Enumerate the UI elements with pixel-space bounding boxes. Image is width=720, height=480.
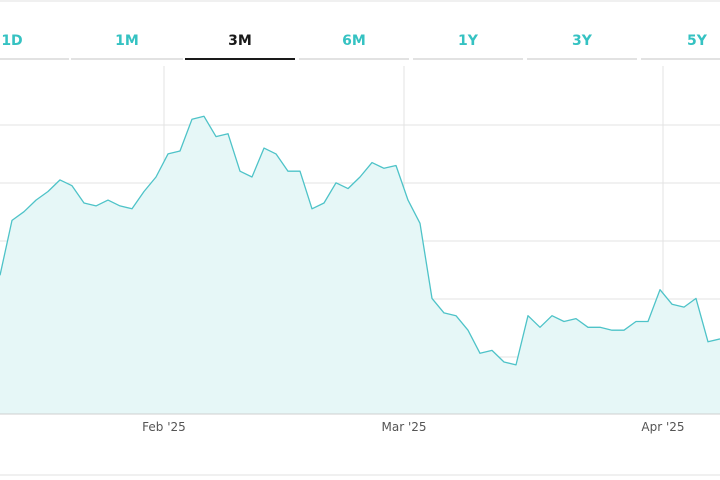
price-line [0, 115, 720, 366]
time-range-tabs: 1D 1M 3M 6M 1Y 3Y 5Y [0, 24, 720, 60]
tab-3y[interactable]: 3Y [527, 24, 637, 60]
x-tick-label: Feb '25 [142, 420, 186, 434]
tab-3m[interactable]: 3M [185, 24, 295, 60]
x-tick-label: Mar '25 [381, 420, 426, 434]
tab-5y[interactable]: 5Y [641, 24, 720, 60]
tab-1d[interactable]: 1D [0, 24, 69, 60]
price-area-fill [0, 116, 720, 415]
x-axis-labels: Feb '25 Mar '25 Apr '25 [142, 420, 684, 434]
bottom-divider [0, 474, 720, 476]
x-tick-label: Apr '25 [641, 420, 684, 434]
tab-6m[interactable]: 6M [299, 24, 409, 60]
tab-1m[interactable]: 1M [71, 24, 183, 60]
tab-1y[interactable]: 1Y [413, 24, 523, 60]
top-divider [0, 0, 720, 2]
